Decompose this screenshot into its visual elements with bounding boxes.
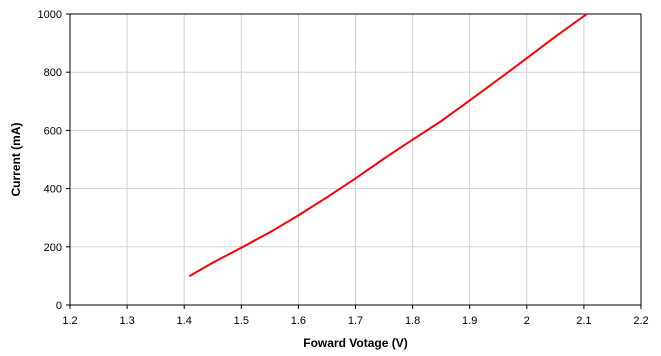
x-tick-label: 1.4	[177, 315, 192, 327]
data-point	[585, 13, 588, 15]
series-group	[189, 13, 588, 277]
y-tick-label: 1000	[38, 9, 62, 21]
data-point	[297, 214, 300, 217]
grid-lines	[69, 13, 642, 306]
data-point	[326, 196, 328, 199]
x-tick-label: 1.8	[405, 315, 420, 327]
x-axis-ticks: 1.2 1.3 1.4 1.5 1.6 1.7 1.8 1.9 2 2.1 2.2	[62, 305, 649, 327]
data-point	[211, 261, 214, 264]
x-tick-label: 1.3	[119, 315, 134, 327]
data-point	[497, 78, 500, 81]
y-tick-label: 400	[44, 184, 62, 196]
x-tick-label: 1.9	[462, 315, 477, 327]
x-tick-label: 1.6	[291, 315, 306, 327]
data-point	[440, 120, 443, 122]
data-point	[189, 275, 191, 277]
y-axis-ticks: 0 200 400 600 800 1000	[38, 9, 70, 312]
data-point	[554, 35, 557, 38]
data-point	[383, 157, 385, 160]
data-point	[411, 138, 414, 141]
x-axis-label: Foward Votage (V)	[303, 336, 407, 350]
x-tick-label: 1.2	[62, 315, 77, 327]
data-point	[468, 99, 471, 102]
y-tick-label: 600	[44, 125, 62, 137]
data-point	[525, 57, 528, 60]
data-point	[354, 177, 357, 180]
x-tick-label: 2	[524, 315, 530, 327]
x-tick-label: 2.1	[576, 315, 591, 327]
data-point	[240, 246, 243, 249]
y-tick-label: 0	[56, 300, 62, 312]
y-axis-label: Current (mA)	[9, 122, 23, 196]
y-tick-label: 800	[44, 67, 62, 79]
x-tick-label: 1.5	[234, 315, 249, 327]
x-tick-label: 1.7	[348, 315, 363, 327]
x-tick-label: 2.2	[633, 315, 648, 327]
data-point	[268, 231, 271, 234]
y-tick-label: 200	[44, 242, 62, 254]
